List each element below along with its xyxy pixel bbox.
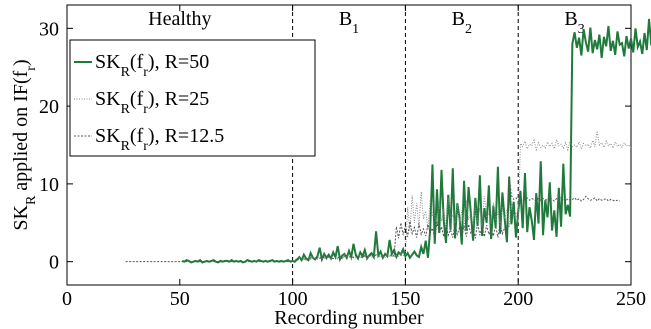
series-line-0: [181, 18, 651, 264]
legend-entry-2: SKR(fr), R=12.5: [95, 125, 224, 154]
y-tick-label: 10: [39, 174, 59, 196]
region-label-1: B1: [339, 8, 359, 37]
y-axis-label: SKR applied on IF(fr): [10, 59, 39, 230]
legend: SKR(fr), R=50 SKR(fr), R=25 SKR(fr), R=12.…: [69, 39, 316, 157]
axis-labels: Recording number SKR applied on IF(fr): [10, 59, 424, 329]
region-label-2: B2: [452, 8, 472, 37]
y-tick-label: 30: [39, 18, 59, 40]
region-label-0: Healthy: [148, 8, 211, 30]
x-tick-label: 150: [390, 288, 420, 310]
y-tick-label: 20: [39, 96, 59, 118]
series-line-2: [125, 176, 620, 263]
x-tick-label: 0: [62, 288, 72, 310]
x-tick-label: 250: [616, 288, 646, 310]
x-tick-label: 100: [278, 288, 308, 310]
x-tick-label: 200: [503, 288, 533, 310]
legend-entry-0: SKR(fr), R=50: [95, 51, 209, 80]
series-layer: [125, 18, 651, 264]
region-label-3: B3: [564, 8, 584, 37]
y-tick-label: 0: [49, 252, 59, 274]
legend-entry-1: SKR(fr), R=25: [95, 88, 209, 117]
legend-box: [69, 39, 316, 157]
x-axis-label: Recording number: [274, 307, 424, 329]
x-tick-label: 50: [170, 288, 190, 310]
tick-layer: 0 50 100 150 200 250 0 10 20 30: [39, 5, 646, 310]
